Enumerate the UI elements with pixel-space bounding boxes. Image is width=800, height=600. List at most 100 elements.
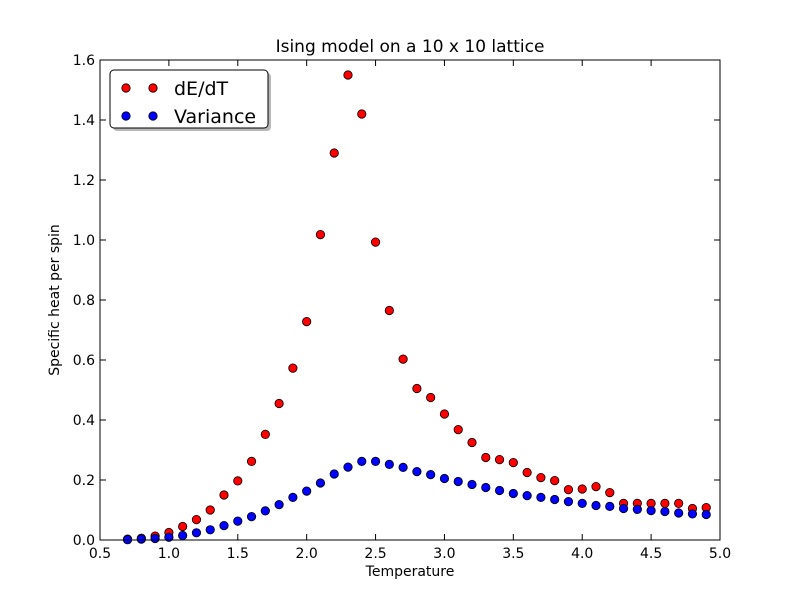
x-tick-label: 1.0 <box>158 546 180 562</box>
y-tick-label: 0.4 <box>73 413 95 429</box>
y-tick-label: 1.0 <box>73 233 95 249</box>
legend-label: Variance <box>174 106 256 128</box>
data-point <box>522 467 532 478</box>
series-layer <box>122 70 711 545</box>
x-tick-label: 5.0 <box>709 546 731 562</box>
data-point <box>591 481 601 492</box>
data-point <box>563 484 574 495</box>
data-point <box>660 498 670 508</box>
data-point <box>288 363 298 373</box>
y-tick-label: 0.6 <box>73 353 95 369</box>
data-point <box>522 490 532 501</box>
y-tick-label: 1.6 <box>73 53 95 69</box>
x-tick-label: 2.0 <box>296 546 318 562</box>
data-point <box>191 514 202 525</box>
data-point <box>426 469 436 480</box>
legend-marker <box>148 111 158 121</box>
x-tick-label: 1.5 <box>227 546 249 562</box>
data-point <box>219 490 229 500</box>
data-point <box>357 456 367 466</box>
chart-title: Ising model on a 10 x 10 lattice <box>276 37 545 57</box>
data-point <box>384 459 394 469</box>
data-point <box>536 472 546 483</box>
data-point <box>233 516 243 526</box>
data-point <box>343 462 353 472</box>
data-point <box>205 505 215 515</box>
x-axis-label: Temperature <box>365 564 455 580</box>
series-de-dt <box>122 70 711 544</box>
data-point <box>605 487 615 498</box>
data-point <box>577 484 587 494</box>
data-point <box>439 473 450 484</box>
data-point <box>577 498 587 508</box>
data-point <box>274 499 284 510</box>
x-tick-label: 4.0 <box>571 546 593 562</box>
data-point <box>550 475 560 486</box>
data-point <box>246 511 257 522</box>
data-point <box>302 316 312 327</box>
data-point <box>219 520 229 531</box>
data-point <box>646 505 656 516</box>
y-tick-label: 1.4 <box>73 113 95 129</box>
data-point <box>660 506 670 517</box>
data-point <box>302 486 312 496</box>
data-point <box>687 509 698 519</box>
data-point <box>591 500 601 511</box>
data-point <box>494 485 505 496</box>
data-point <box>384 305 394 316</box>
legend: dE/dT Variance <box>109 69 271 131</box>
data-point <box>178 530 188 541</box>
data-point <box>398 462 408 472</box>
data-point <box>550 494 560 505</box>
data-point <box>412 466 422 477</box>
data-point <box>164 532 174 542</box>
data-point <box>536 492 546 502</box>
data-point <box>494 454 505 465</box>
data-point <box>439 409 450 419</box>
data-point <box>329 469 339 479</box>
legend-marker <box>121 83 131 93</box>
legend-marker <box>148 83 158 93</box>
y-tick-label: 0.2 <box>73 473 95 489</box>
data-point <box>508 457 518 468</box>
data-point <box>674 508 684 518</box>
data-point <box>370 456 381 466</box>
y-tick-label: 1.2 <box>73 173 95 189</box>
x-axis: 0.5 1.0 1.5 2.0 2.5 3.0 3.5 4.0 4.5 5.0 <box>89 60 731 562</box>
data-point <box>191 528 202 538</box>
x-tick-label: 3.0 <box>433 546 455 562</box>
data-point <box>563 496 574 507</box>
data-point <box>426 392 436 403</box>
data-point <box>260 429 270 439</box>
data-point <box>136 534 146 544</box>
data-point <box>453 424 463 435</box>
data-point <box>246 456 257 466</box>
plot-frame <box>99 59 721 541</box>
data-point <box>632 504 642 514</box>
data-point <box>343 70 353 80</box>
data-point <box>205 525 215 535</box>
y-axis-label: Specific heat per spin <box>47 224 63 376</box>
x-tick-label: 3.5 <box>502 546 524 562</box>
legend-marker <box>121 111 131 121</box>
x-tick-label: 4.5 <box>640 546 662 562</box>
data-point <box>370 237 381 247</box>
data-point <box>481 452 491 463</box>
data-point <box>315 478 326 488</box>
data-point <box>150 533 160 544</box>
x-tick-label: 0.5 <box>89 546 111 562</box>
data-point <box>508 488 518 499</box>
x-tick-label: 2.5 <box>364 546 386 562</box>
legend-label: dE/dT <box>174 78 229 100</box>
data-point <box>357 109 367 119</box>
y-tick-label: 0.8 <box>73 293 95 309</box>
data-point <box>260 506 270 516</box>
data-point <box>315 230 326 240</box>
data-point <box>412 383 422 394</box>
data-point <box>453 476 463 487</box>
series-variance <box>122 456 711 545</box>
data-point <box>398 354 408 364</box>
data-point <box>329 148 339 158</box>
data-point <box>288 492 298 502</box>
